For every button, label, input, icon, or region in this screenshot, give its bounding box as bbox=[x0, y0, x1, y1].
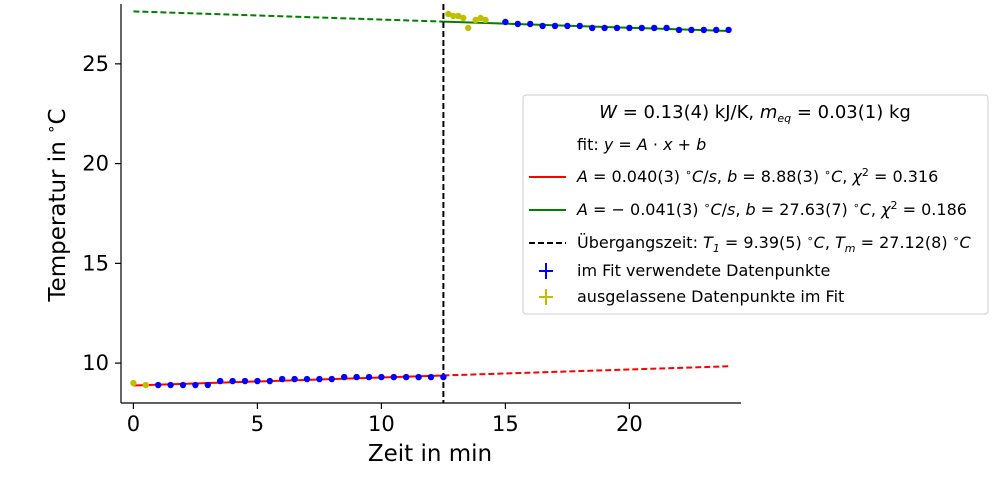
data-point-fit bbox=[217, 377, 224, 385]
data-point-fit bbox=[316, 375, 323, 383]
data-point-fit bbox=[638, 24, 645, 32]
data-point-omitted bbox=[130, 379, 137, 387]
data-point-fit bbox=[440, 373, 447, 381]
data-point-fit bbox=[179, 381, 187, 389]
legend-frame bbox=[522, 94, 989, 315]
x-axis-label: Zeit in min bbox=[368, 441, 492, 467]
data-point-omitted bbox=[450, 12, 457, 20]
data-point-fit bbox=[663, 24, 670, 32]
data-point-fit bbox=[688, 26, 695, 34]
data-point-fit bbox=[192, 381, 199, 389]
data-point-fit bbox=[576, 22, 583, 30]
fit-line-green-extrapolated bbox=[133, 10, 444, 23]
data-point-fit bbox=[378, 373, 385, 381]
x-tick-label: 5 bbox=[251, 412, 264, 436]
data-point-fit bbox=[502, 18, 509, 26]
data-point-omitted bbox=[455, 12, 462, 20]
legend-green-fit-label: A = − 0.041(3) ∘C/s, b = 27.63(7) ∘C, χ2… bbox=[576, 199, 967, 220]
data-point-fit bbox=[415, 373, 422, 381]
x-tick-label: 20 bbox=[616, 412, 643, 436]
data-point-fit bbox=[266, 377, 273, 385]
data-point-fit bbox=[613, 24, 621, 32]
data-point-fit bbox=[155, 381, 162, 389]
data-point-fit bbox=[427, 373, 435, 381]
data-point-fit bbox=[341, 373, 348, 381]
y-axis: 10 15 20 25 bbox=[82, 4, 122, 403]
x-axis: 0 5 10 15 20 bbox=[121, 402, 741, 436]
data-point-fit bbox=[254, 377, 261, 385]
plot-area bbox=[130, 4, 732, 403]
fit-line-red-extrapolated bbox=[443, 365, 729, 377]
data-point-omitted bbox=[445, 10, 452, 18]
data-point-fit bbox=[651, 24, 658, 32]
data-point-fit bbox=[303, 375, 311, 383]
data-point-fit bbox=[328, 375, 335, 383]
data-point-omitted bbox=[472, 16, 479, 24]
data-point-fit bbox=[241, 377, 249, 385]
data-point-fit bbox=[713, 26, 720, 34]
data-point-fit bbox=[514, 20, 521, 28]
data-point-fit bbox=[564, 22, 571, 30]
y-tick-label: 20 bbox=[82, 152, 109, 176]
data-point-fit bbox=[365, 373, 373, 381]
data-point-fit bbox=[725, 26, 732, 34]
legend-blue-marker bbox=[539, 263, 553, 279]
data-point-omitted bbox=[142, 381, 149, 389]
data-point-fit bbox=[626, 24, 633, 32]
y-axis-label: Temperatur in ∘C bbox=[42, 108, 71, 302]
y-tick-label: 25 bbox=[82, 52, 109, 76]
legend-yellow-label: ausgelassene Datenpunkte im Fit bbox=[577, 287, 844, 306]
x-tick-label: 15 bbox=[492, 412, 519, 436]
data-point-fit bbox=[291, 375, 298, 383]
data-point-omitted bbox=[460, 14, 467, 22]
data-point-omitted bbox=[465, 24, 472, 32]
data-point-fit bbox=[527, 20, 534, 28]
data-point-fit bbox=[601, 24, 608, 32]
data-point-fit bbox=[353, 373, 360, 381]
data-point-fit bbox=[675, 26, 683, 34]
legend: W = 0.13(4) kJ/K, meq = 0.03(1) kg fit: … bbox=[522, 94, 989, 315]
y-tick-label: 15 bbox=[82, 251, 109, 275]
legend-fit-formula: fit: y = A · x + b bbox=[577, 135, 706, 154]
data-point-fit bbox=[589, 24, 596, 32]
data-point-fit bbox=[229, 377, 236, 385]
legend-title: W = 0.13(4) kJ/K, meq = 0.03(1) kg bbox=[599, 102, 911, 125]
legend-blue-label: im Fit verwendete Datenpunkte bbox=[577, 261, 830, 280]
legend-yellow-marker bbox=[539, 289, 553, 305]
data-point-fit bbox=[539, 22, 546, 30]
data-point-omitted bbox=[477, 14, 484, 22]
data-point-fit bbox=[279, 375, 286, 383]
x-tick-label: 0 bbox=[127, 412, 140, 436]
data-point-fit bbox=[167, 381, 174, 389]
legend-red-fit-label: A = 0.040(3) ∘C/s, b = 8.88(3) ∘C, χ2 = … bbox=[576, 166, 938, 187]
data-point-fit bbox=[700, 26, 707, 34]
y-tick-label: 10 bbox=[82, 351, 109, 375]
data-point-fit bbox=[204, 381, 211, 389]
data-point-fit bbox=[390, 373, 397, 381]
data-point-fit bbox=[403, 373, 410, 381]
legend-transition-label: Übergangszeit: T1 = 9.39(5) ∘C, Tm = 27.… bbox=[577, 232, 972, 256]
data-point-omitted bbox=[482, 16, 489, 24]
data-point-fit bbox=[551, 22, 559, 30]
x-tick-label: 10 bbox=[368, 412, 395, 436]
